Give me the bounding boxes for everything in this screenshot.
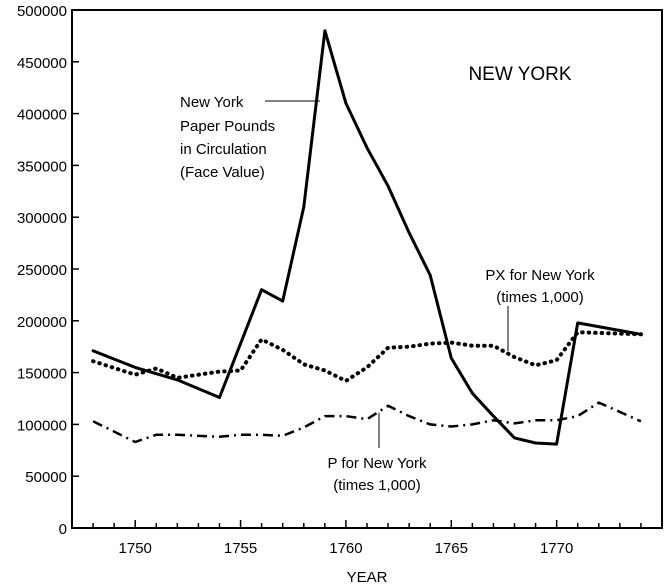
series-p-line — [92, 401, 642, 444]
x-tick-label: 1750 — [119, 540, 152, 557]
y-tick-label: 450000 — [17, 55, 67, 72]
annotation-px-line-1: PX for New York — [485, 267, 595, 284]
x-axis-title: YEAR — [347, 569, 388, 586]
y-tick-label: 350000 — [17, 158, 67, 175]
annotation-paper-pounds-line-1: New York — [180, 94, 244, 111]
annotation-paper-pounds-line-3: in Circulation — [180, 141, 267, 158]
chart-title: NEW YORK — [468, 64, 571, 85]
x-tick-label: 1765 — [435, 540, 468, 557]
annotation-px: PX for New York (times 1,000) — [485, 267, 595, 351]
x-tick-label: 1755 — [224, 540, 257, 557]
annotation-p-line-1: P for New York — [328, 455, 427, 472]
annotation-p: P for New York (times 1,000) — [328, 413, 427, 494]
y-axis-ticks: 0 50000 100000 150000 200000 250000 300000 3500… — [17, 3, 79, 538]
y-tick-label: 150000 — [17, 366, 67, 383]
y-tick-label: 300000 — [17, 210, 67, 227]
y-tick-label: 500000 — [17, 3, 67, 20]
x-tick-label: 1760 — [329, 540, 362, 557]
annotation-paper-pounds: New York Paper Pounds in Circulation (Fa… — [180, 94, 320, 181]
series-px-line — [91, 330, 643, 383]
y-tick-label: 250000 — [17, 262, 67, 279]
annotation-paper-pounds-line-2: Paper Pounds — [180, 118, 275, 135]
y-tick-label: 50000 — [25, 469, 67, 486]
x-tick-label: 1770 — [540, 540, 573, 557]
y-tick-label: 100000 — [17, 417, 67, 434]
annotation-p-line-2: (times 1,000) — [333, 477, 421, 494]
series-layer — [91, 29, 643, 446]
y-tick-label: 0 — [59, 521, 67, 538]
annotation-paper-pounds-line-4: (Face Value) — [180, 164, 265, 181]
series-paper-pounds-line — [91, 29, 643, 446]
annotation-px-line-2: (times 1,000) — [496, 289, 584, 306]
x-axis-ticks: 1750 1755 1760 1765 1770 — [92, 520, 642, 557]
y-tick-label: 200000 — [17, 314, 67, 331]
y-tick-label: 400000 — [17, 107, 67, 124]
